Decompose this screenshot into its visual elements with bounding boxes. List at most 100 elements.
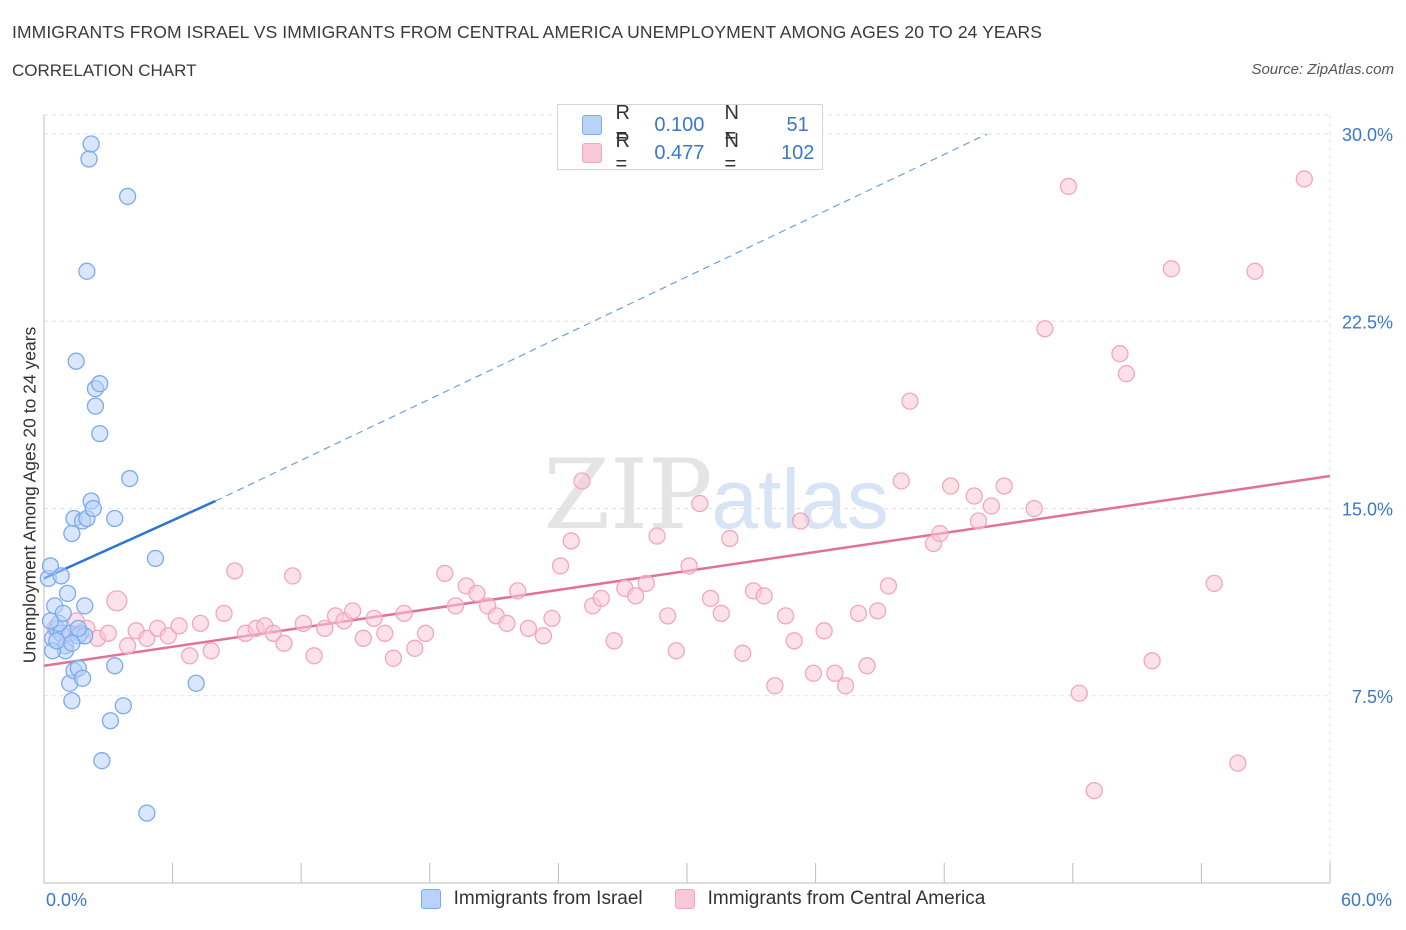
israel-point	[91, 375, 109, 393]
n-label: N =	[724, 130, 739, 175]
central-america-point	[519, 619, 538, 637]
central-america-point	[1025, 499, 1043, 518]
israel-point	[84, 499, 102, 518]
israel-swatch	[582, 115, 602, 135]
israel-point	[187, 674, 205, 692]
central-america-point	[509, 582, 527, 600]
central-america-point	[691, 494, 709, 513]
central-america-point	[791, 512, 810, 530]
central-america-point	[785, 632, 803, 650]
central-america-point	[637, 574, 655, 593]
central-america-point	[1246, 262, 1264, 280]
central-america-point	[118, 637, 137, 655]
israel-point	[52, 567, 70, 585]
central-america-point	[384, 649, 403, 667]
israel-points	[39, 135, 205, 822]
data-points	[39, 135, 1313, 822]
central-america-point	[436, 564, 454, 583]
central-america-point	[305, 647, 323, 665]
central-america-point	[181, 647, 199, 665]
central-america-point	[776, 607, 795, 625]
central-america-point	[892, 472, 910, 490]
central-america-point	[138, 629, 156, 647]
legend-item-central-america: Immigrants from Central America	[674, 888, 986, 910]
y-axis-label: Unemployment Among Ages 20 to 24 years	[19, 326, 40, 664]
legend-label-israel: Immigrants from Israel	[453, 888, 643, 909]
central-america-point	[106, 590, 128, 612]
central-america-point	[680, 557, 698, 575]
n-value-israel: 51	[786, 113, 809, 136]
central-america-point	[1162, 260, 1181, 278]
israel-point	[41, 612, 60, 630]
central-america-point	[836, 677, 855, 695]
central-america-point	[982, 497, 1001, 515]
x-tick-label-min: 0.0%	[46, 890, 88, 910]
israel-trend-line	[43, 499, 216, 580]
y-tick-label: 30.0%	[1342, 125, 1393, 145]
central-america-point	[283, 567, 302, 585]
y-tick-label: 22.5%	[1342, 312, 1393, 332]
stats-legend: R = 0.100 N = 51 R = 0.477 N = 102	[557, 102, 823, 175]
central-america-point	[1205, 574, 1223, 593]
central-america-point	[965, 487, 983, 505]
central-america-point	[159, 627, 177, 645]
central-america-point	[215, 604, 233, 623]
y-tick-label: 7.5%	[1352, 687, 1393, 707]
central-america-point	[826, 664, 844, 682]
central-america-point	[667, 642, 685, 660]
israel-legend-swatch	[420, 889, 441, 909]
source-credit: Source: ZipAtlas.com	[1251, 61, 1394, 78]
israel-point	[106, 509, 124, 528]
central-america-point	[1036, 320, 1054, 338]
r-value-central-america: 0.477	[654, 141, 705, 164]
central-america-point	[734, 644, 752, 662]
central-america-point	[1085, 781, 1103, 800]
israel-point	[146, 549, 165, 568]
israel-point	[41, 557, 60, 575]
central-america-point	[701, 589, 720, 608]
series-legend: Immigrants from Israel Immigrants from C…	[0, 888, 1406, 910]
israel-point	[58, 584, 77, 603]
central-america-point	[1117, 365, 1136, 383]
israel-point	[48, 632, 66, 650]
central-america-point	[995, 477, 1013, 495]
central-america-point	[416, 624, 435, 642]
central-america-point	[1059, 177, 1078, 196]
central-america-point	[1070, 684, 1088, 702]
israel-point	[91, 424, 109, 443]
central-america-point	[406, 639, 424, 657]
central-america-point	[354, 629, 373, 647]
central-america-point	[294, 614, 312, 632]
central-america-point	[712, 604, 730, 623]
stats-legend-row-israel: R = 0.100 N = 51	[582, 102, 822, 147]
chart-title: IMMIGRANTS FROM ISRAEL VS IMMIGRANTS FRO…	[12, 22, 1042, 42]
legend-label-central-america: Immigrants from Central America	[707, 888, 986, 909]
central-america-point	[755, 587, 773, 605]
central-america-point	[1143, 652, 1161, 670]
x-tick-label-max: 60.0%	[1340, 890, 1392, 910]
central-america-point	[858, 657, 876, 675]
central-america-point	[804, 664, 823, 682]
y-tick-labels: 7.5% 15.0% 22.5% 30.0%	[1342, 125, 1393, 707]
trend-lines	[43, 133, 1331, 668]
central-america-point	[869, 602, 887, 620]
central-america-point	[498, 614, 516, 632]
israel-point	[54, 604, 72, 623]
central-america-point	[592, 589, 610, 608]
central-america-point	[543, 609, 561, 628]
central-america-point	[1295, 170, 1313, 188]
central-america-point	[562, 532, 580, 550]
israel-point	[82, 135, 100, 153]
chart-subtitle: CORRELATION CHART	[12, 61, 197, 80]
israel-point	[63, 634, 81, 652]
watermark: ZIP atlas	[543, 439, 888, 551]
central-america-point	[849, 604, 868, 623]
central-america-point	[1229, 754, 1247, 772]
legend-item-israel: Immigrants from Israel	[420, 888, 643, 910]
central-america-point	[316, 619, 334, 637]
central-america-point	[468, 584, 486, 603]
israel-point	[138, 804, 156, 822]
central-america-point	[376, 624, 394, 642]
axes	[43, 115, 1331, 884]
r-value-israel: 0.100	[654, 113, 705, 136]
